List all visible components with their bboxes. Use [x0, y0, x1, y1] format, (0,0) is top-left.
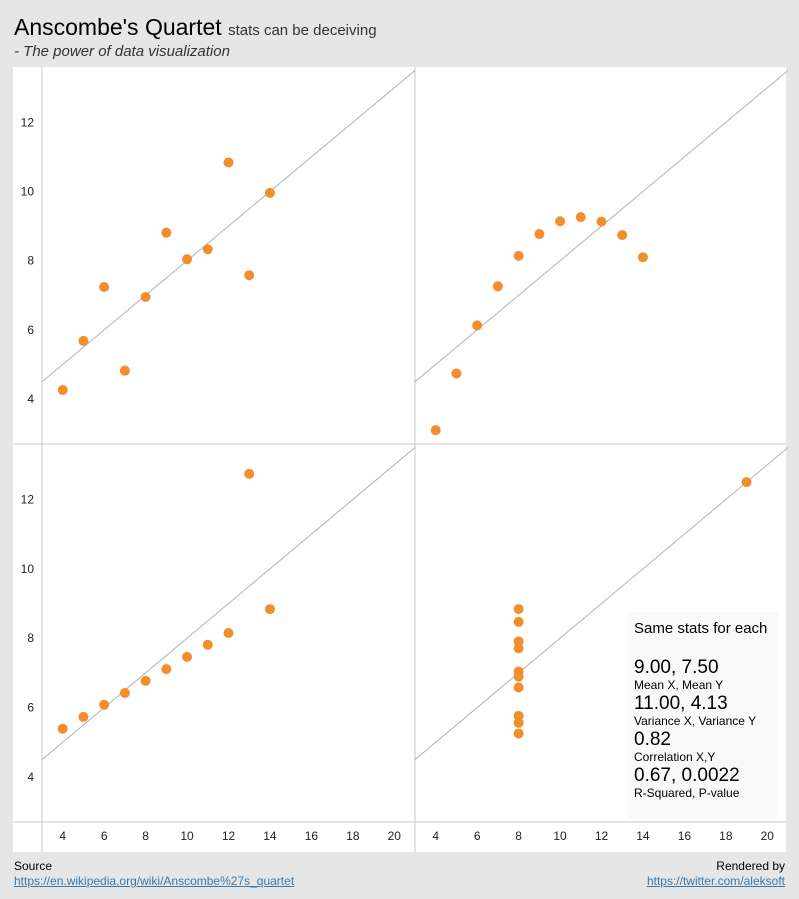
data-point: [161, 227, 172, 238]
title-line: Anscombe's Quartet stats can be deceivin…: [14, 14, 377, 41]
data-point: [264, 187, 275, 198]
data-point: [78, 335, 89, 346]
data-point: [202, 244, 213, 255]
data-point: [161, 664, 172, 675]
data-point: [99, 699, 110, 710]
x-tick-label: 16: [305, 829, 319, 843]
y-tick-label: 6: [27, 701, 34, 715]
rendered-by-link[interactable]: https://twitter.com/aleksoft: [646, 874, 785, 888]
stat-mean-value: 9.00, 7.50: [634, 657, 719, 678]
source-footer: Source https://en.wikipedia.org/wiki/Ans…: [14, 859, 294, 889]
regression-line-I: [41, 70, 416, 383]
data-point: [513, 710, 524, 721]
x-tick-label: 6: [474, 829, 481, 843]
rendered-by-footer: Rendered by https://twitter.com/aleksoft: [647, 859, 785, 889]
data-point: [182, 254, 193, 265]
data-point: [472, 320, 483, 331]
x-tick-label: 16: [678, 829, 692, 843]
stat-variance-label: Variance X, Variance Y: [634, 714, 757, 728]
data-point: [513, 636, 524, 647]
regression-line-IV: [414, 447, 789, 760]
rendered-by-label: Rendered by: [716, 859, 785, 873]
stats-title: Same stats for each: [634, 620, 768, 637]
x-tick-label: 10: [180, 829, 194, 843]
data-point: [78, 711, 89, 722]
x-tick-label: 4: [59, 829, 66, 843]
data-point: [492, 281, 503, 292]
x-tick-label: 4: [432, 829, 439, 843]
stat-correlation-label: Correlation X,Y: [634, 750, 716, 764]
y-tick-label: 12: [21, 115, 35, 129]
data-point: [534, 229, 545, 240]
data-point: [513, 717, 524, 728]
data-point: [575, 212, 586, 223]
x-tick-label: 20: [761, 829, 775, 843]
data-point: [57, 723, 68, 734]
data-point: [451, 368, 462, 379]
x-tick-label: 18: [346, 829, 360, 843]
data-point: [119, 365, 130, 376]
source-link[interactable]: https://en.wikipedia.org/wiki/Anscombe%2…: [14, 874, 295, 888]
chart-title-suffix: stats can be deceiving: [228, 22, 377, 39]
data-point: [596, 216, 607, 227]
stat-rsquared-value: 0.67, 0.0022: [634, 765, 740, 786]
stat-variance-value: 11.00, 4.13: [634, 693, 728, 714]
x-tick-label: 12: [595, 829, 609, 843]
data-point: [223, 628, 234, 638]
data-point: [119, 687, 130, 698]
y-tick-label: 10: [21, 185, 35, 199]
data-point: [513, 728, 524, 739]
y-tick-label: 4: [27, 392, 34, 406]
x-tick-label: 12: [222, 829, 236, 843]
data-point: [182, 651, 193, 662]
x-tick-label: 18: [719, 829, 733, 843]
chart-subtitle: - The power of data visualization: [14, 43, 230, 60]
stat-mean-label: Mean X, Mean Y: [634, 678, 724, 692]
source-label: Source: [14, 859, 53, 873]
data-point: [140, 292, 151, 303]
data-point: [264, 604, 275, 615]
x-tick-label: 10: [553, 829, 567, 843]
chart-title: Anscombe's Quartet: [14, 14, 222, 40]
stat-correlation-value: 0.82: [634, 729, 671, 750]
x-tick-label: 14: [263, 829, 277, 843]
data-point: [99, 281, 110, 292]
data-point: [617, 230, 628, 241]
chart-header: Anscombe's Quartet stats can be deceivin…: [14, 14, 377, 60]
data-point: [637, 252, 648, 263]
data-point: [430, 425, 441, 436]
data-point: [741, 477, 752, 488]
data-point: [244, 468, 255, 479]
y-tick-label: 8: [27, 631, 34, 645]
data-point: [223, 157, 234, 168]
data-point: [513, 616, 524, 627]
x-tick-label: 6: [101, 829, 108, 843]
data-point: [513, 682, 524, 693]
data-point: [57, 385, 68, 396]
data-point: [513, 643, 524, 654]
data-point: [202, 639, 213, 650]
x-tick-label: 20: [388, 829, 402, 843]
y-tick-label: 12: [21, 492, 35, 506]
data-point: [555, 216, 566, 227]
y-tick-label: 6: [27, 323, 34, 337]
stats-box: Same stats for each 9.00, 7.50 Mean X, M…: [628, 612, 778, 818]
data-point: [513, 671, 524, 682]
y-tick-label: 8: [27, 254, 34, 268]
x-tick-label: 14: [636, 829, 650, 843]
data-point: [140, 675, 151, 686]
data-point: [244, 270, 255, 281]
y-tick-label: 10: [21, 562, 35, 576]
x-tick-label: 8: [142, 829, 149, 843]
data-point: [513, 604, 524, 615]
stat-rsquared-label: R-Squared, P-value: [634, 786, 740, 800]
data-point: [513, 250, 524, 261]
x-tick-label: 8: [515, 829, 522, 843]
y-tick-label: 4: [27, 770, 34, 784]
